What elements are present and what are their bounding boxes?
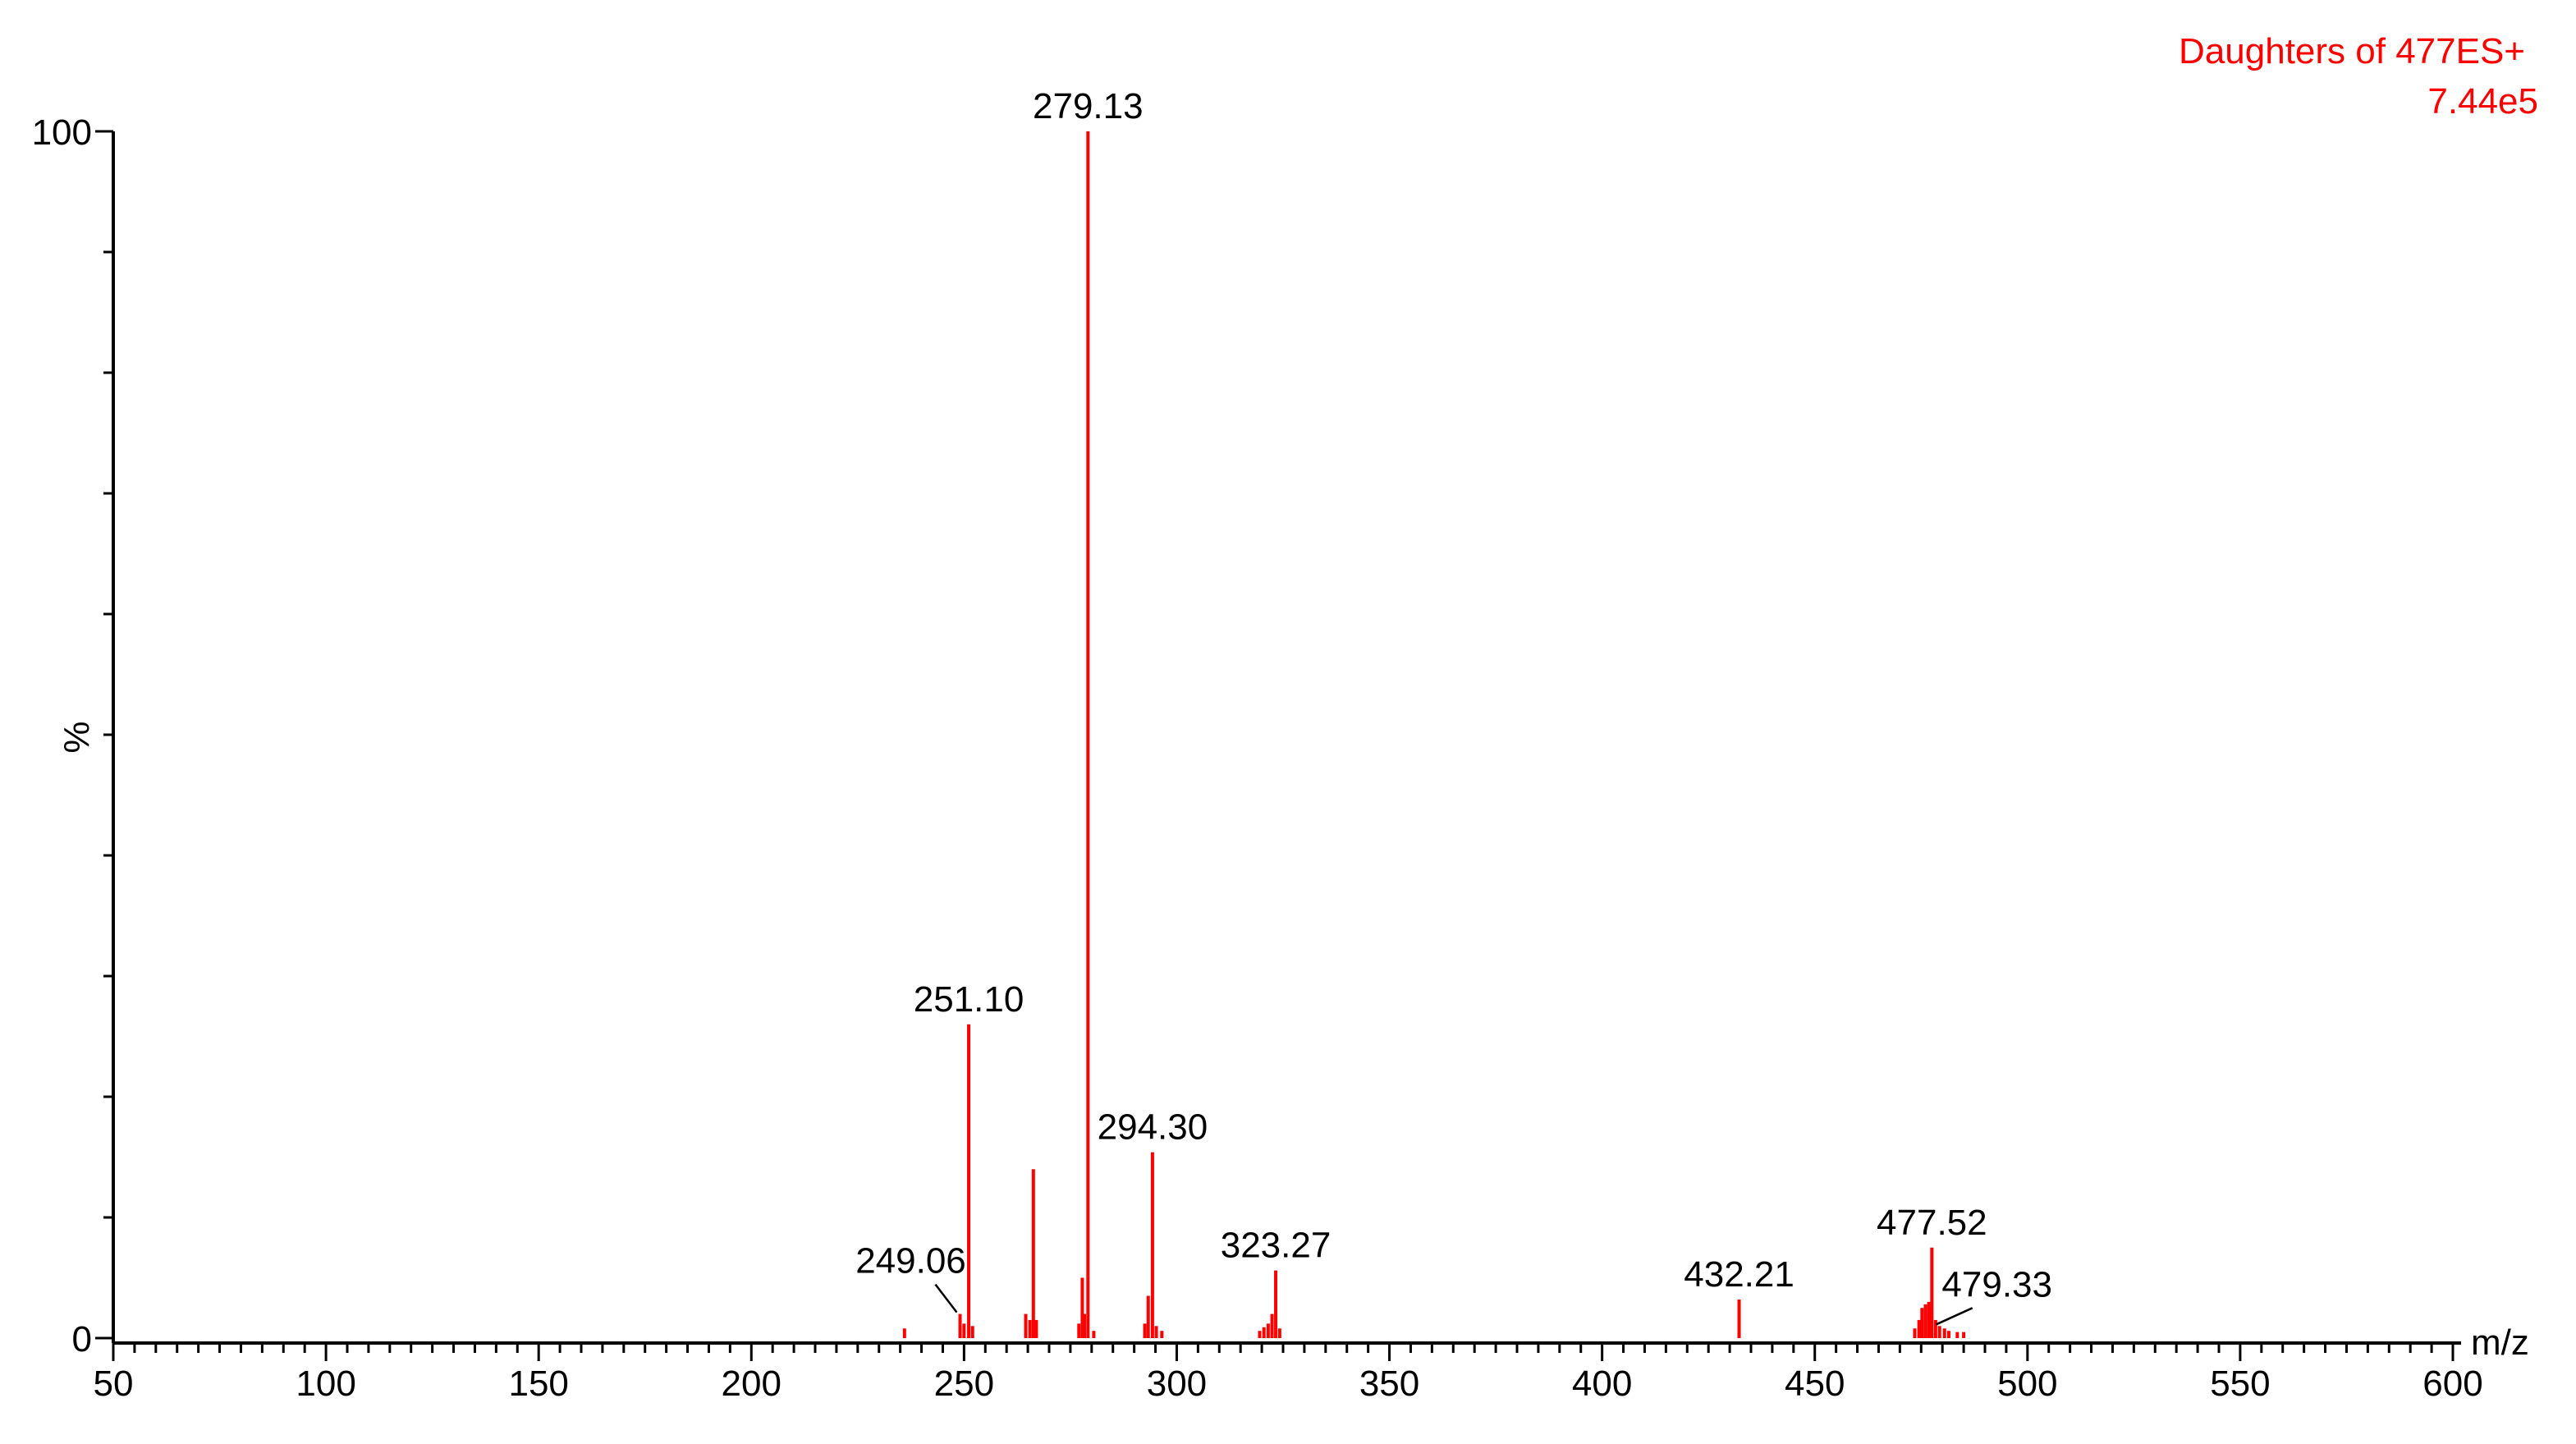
peak-label-leader	[1936, 1307, 1973, 1326]
peak-label: 251.10	[914, 979, 1024, 1020]
x-axis: m/z 50 100 150 200 250 300 350 400 450 500 550 600	[94, 1323, 2529, 1404]
x-tick-label: 50	[94, 1364, 134, 1404]
x-tick-label: 600	[2422, 1364, 2482, 1404]
x-axis-label: m/z	[2471, 1323, 2529, 1363]
x-tick-label: 450	[1785, 1364, 1845, 1404]
x-tick-label: 200	[722, 1364, 782, 1404]
peak-label: 279.13	[1033, 86, 1144, 126]
x-tick-label: 550	[2210, 1364, 2270, 1404]
peak-label: 294.30	[1098, 1107, 1208, 1148]
header-intensity: 7.44e5	[2427, 81, 2538, 121]
x-tick-label: 100	[296, 1364, 355, 1404]
y-axis-label: %	[57, 721, 97, 753]
peak-label: 432.21	[1684, 1254, 1794, 1295]
y-tick-label: 100	[32, 112, 92, 153]
x-tick-label: 150	[508, 1364, 568, 1404]
peak-label: 477.52	[1877, 1203, 1987, 1243]
x-ticks: 50 100 150 200 250 300 350 400 450 500 550 600	[94, 1343, 2483, 1404]
x-tick-label: 400	[1572, 1364, 1632, 1404]
header: Daughters of 477ES+ 7.44e5	[2179, 31, 2538, 121]
x-tick-label: 250	[934, 1364, 994, 1404]
peak-label: 323.27	[1221, 1226, 1332, 1266]
x-tick-label: 350	[1359, 1364, 1419, 1404]
y-tick-label: 0	[72, 1319, 92, 1359]
peak-label-leader	[934, 1283, 958, 1313]
peak-label: 249.06	[855, 1241, 966, 1281]
y-ticks: 0 100	[32, 112, 113, 1359]
y-axis: % 0 100	[32, 112, 115, 1359]
peak-labels: 249.06 251.10 279.13 294.30 323.27 432.21 477.…	[855, 86, 2052, 1326]
header-title: Daughters of 477ES+	[2179, 31, 2525, 71]
peak-label: 479.33	[1941, 1264, 2052, 1304]
peaks	[902, 131, 1966, 1338]
x-tick-label: 300	[1147, 1364, 1207, 1404]
x-tick-label: 500	[1997, 1364, 2057, 1404]
